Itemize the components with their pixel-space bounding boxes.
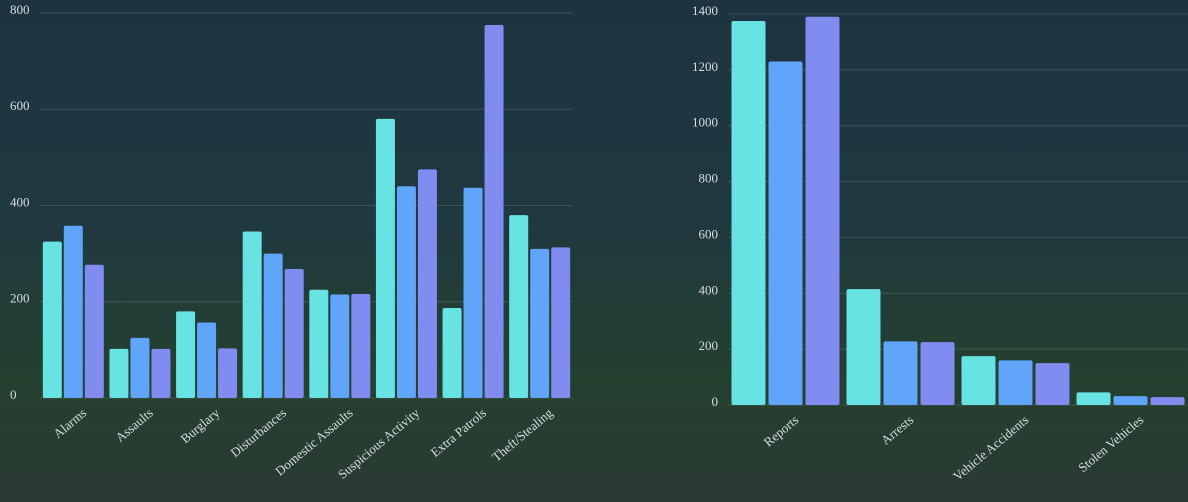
bar: [920, 342, 955, 405]
bar: [284, 269, 304, 398]
bar: [417, 169, 437, 398]
y-tick-label: 1200: [692, 59, 718, 74]
bar: [484, 25, 504, 398]
bar: [883, 341, 918, 405]
bar: [509, 215, 529, 398]
bar: [551, 247, 571, 398]
bar: [263, 253, 283, 398]
bar: [330, 294, 350, 398]
y-tick-label: 600: [699, 226, 719, 241]
bar: [242, 231, 262, 398]
bar: [109, 348, 129, 398]
bar: [731, 20, 766, 405]
y-tick-label: 0: [10, 387, 17, 402]
bar: [396, 186, 416, 398]
bar: [197, 322, 217, 398]
bar: [463, 187, 483, 398]
bar: [1150, 397, 1185, 405]
bar: [84, 264, 104, 398]
bar: [530, 248, 550, 398]
bar: [375, 118, 395, 398]
bar: [442, 308, 462, 398]
bar: [846, 289, 881, 405]
bar: [309, 289, 329, 398]
bar: [42, 241, 62, 398]
bar: [961, 356, 996, 405]
bar: [63, 225, 83, 398]
bar: [151, 348, 171, 398]
y-tick-label: 200: [699, 338, 719, 353]
y-tick-label: 800: [10, 2, 30, 17]
y-tick-label: 1400: [692, 3, 718, 18]
bar: [176, 311, 196, 398]
bar: [218, 348, 238, 398]
y-tick-label: 400: [699, 282, 719, 297]
bar: [1113, 396, 1148, 405]
bar: [1035, 363, 1070, 405]
bar: [805, 16, 840, 406]
y-tick-label: 800: [699, 171, 719, 186]
y-tick-label: 400: [10, 194, 30, 209]
bar: [351, 294, 371, 398]
y-tick-label: 600: [10, 98, 30, 113]
bar: [768, 61, 803, 405]
bar: [1076, 392, 1111, 405]
y-tick-label: 1000: [692, 115, 718, 130]
y-tick-label: 0: [712, 394, 719, 409]
bar: [130, 337, 150, 398]
bar: [998, 360, 1033, 405]
y-tick-label: 200: [10, 291, 30, 306]
